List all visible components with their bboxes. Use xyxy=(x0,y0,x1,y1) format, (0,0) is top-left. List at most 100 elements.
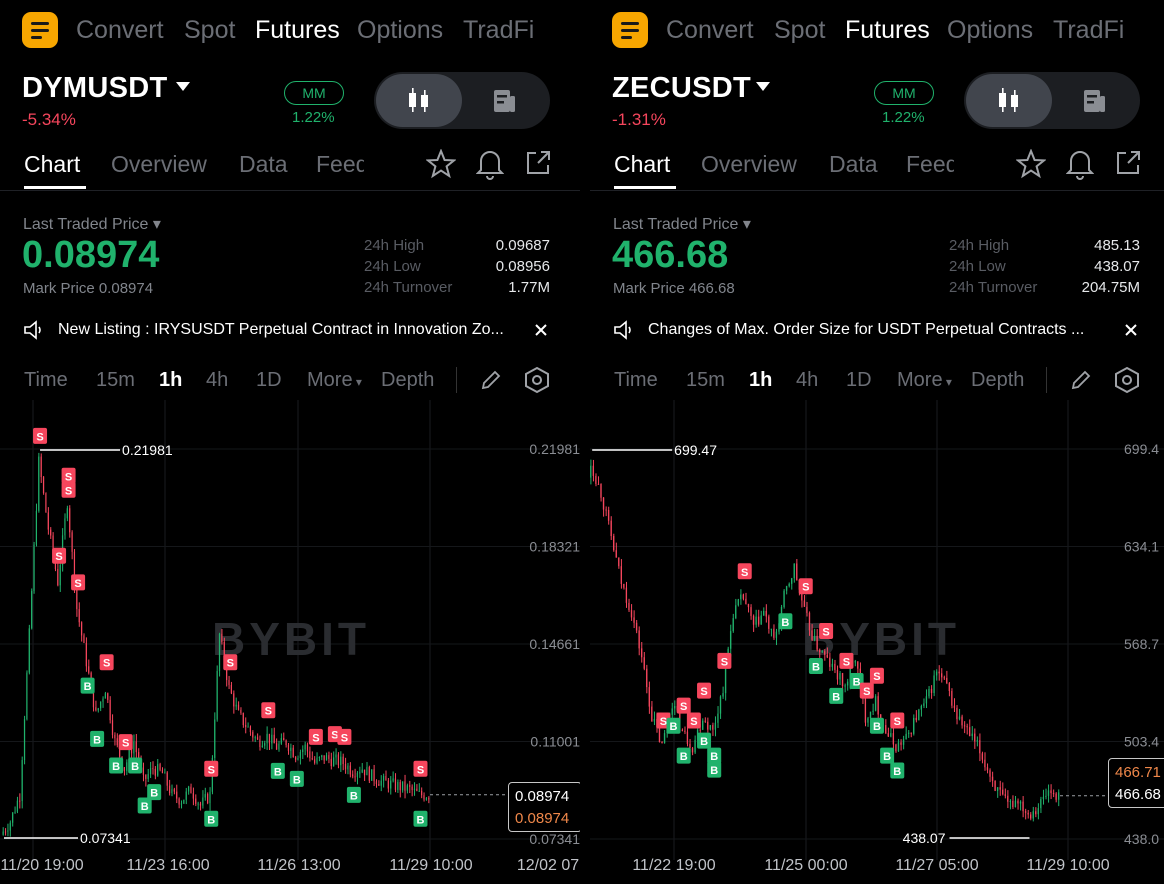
last-price-label[interactable]: Last Traded Price ▾ xyxy=(613,216,751,233)
tab-feed[interactable]: Feed xyxy=(316,151,364,177)
candle xyxy=(681,729,684,731)
nav-futures[interactable]: Futures xyxy=(255,16,340,44)
candles-icon xyxy=(409,88,428,112)
candle xyxy=(192,793,194,799)
tab-overview[interactable]: Overview xyxy=(111,151,207,177)
tab-feed[interactable]: Feed xyxy=(906,151,954,177)
nav-spot[interactable]: Spot xyxy=(184,16,236,44)
tab-data[interactable]: Data xyxy=(829,151,878,177)
trade-marker-sell xyxy=(869,667,884,684)
symbol-name[interactable]: ZECUSDT xyxy=(612,72,752,104)
settings-icon[interactable] xyxy=(1113,366,1141,394)
tab-chart[interactable]: Chart xyxy=(24,151,81,177)
min-price-label: 438.07 xyxy=(903,830,946,846)
candle xyxy=(699,729,701,731)
price-chart[interactable]: 699.4 634.1 568.7 503.4 438.0 BYBIT 699.47 438.… xyxy=(590,400,1164,884)
candle xyxy=(785,586,788,591)
candle xyxy=(686,731,689,744)
trade-marker-sell xyxy=(71,574,86,591)
timeframe-depth[interactable]: Depth xyxy=(381,369,435,391)
symbol-name[interactable]: DYMUSDT xyxy=(22,72,168,104)
candle xyxy=(869,711,872,719)
candle xyxy=(826,654,828,658)
share-icon[interactable] xyxy=(1114,149,1142,177)
trade-marker-sell xyxy=(99,654,114,671)
price-chart[interactable]: 0.21981 0.18321 0.14661 0.11001 0.07341 BYBIT… xyxy=(0,400,580,884)
candle xyxy=(330,758,332,767)
timeframe-15m[interactable]: 15m xyxy=(686,369,725,391)
timeframe-more[interactable]: More ▾ xyxy=(897,369,952,391)
nav-tradfi[interactable]: TradFi xyxy=(1053,16,1125,44)
candle xyxy=(867,718,869,723)
share-icon[interactable] xyxy=(524,149,552,177)
bell-icon[interactable] xyxy=(1066,148,1094,180)
view-toggle[interactable] xyxy=(374,72,550,129)
document-icon[interactable] xyxy=(1082,87,1108,115)
announcement-text[interactable]: New Listing : IRYSUSDT Perpetual Contrac… xyxy=(58,321,504,338)
nav-convert[interactable]: Convert xyxy=(76,16,164,44)
bybit-menu-icon[interactable] xyxy=(612,12,648,48)
candle xyxy=(808,612,811,631)
timeframe-4h[interactable]: 4h xyxy=(796,369,819,391)
timeframe-1h[interactable]: 1h xyxy=(749,369,773,391)
document-icon[interactable] xyxy=(492,87,518,115)
timeframe-1d[interactable]: 1D xyxy=(256,369,282,391)
watermark: BYBIT xyxy=(802,613,960,665)
candle xyxy=(648,687,650,707)
star-icon[interactable] xyxy=(426,149,456,179)
toggle-chart-active[interactable] xyxy=(966,74,1052,127)
trade-marker-buy xyxy=(289,770,304,787)
view-toggle[interactable] xyxy=(964,72,1140,129)
chevron-down-icon[interactable] xyxy=(756,82,770,92)
nav-convert[interactable]: Convert xyxy=(666,16,754,44)
current-price-mark: 466.71 xyxy=(1115,764,1161,781)
pencil-icon[interactable] xyxy=(1069,368,1093,392)
candle xyxy=(1040,799,1042,809)
candle xyxy=(47,512,49,530)
star-icon[interactable] xyxy=(1016,149,1046,179)
announcement-text[interactable]: Changes of Max. Order Size for USDT Perp… xyxy=(648,321,1085,338)
toggle-chart-active[interactable] xyxy=(376,74,462,127)
candle xyxy=(142,767,144,775)
mm-badge[interactable]: MM xyxy=(874,81,934,105)
mm-badge[interactable]: MM xyxy=(284,81,344,105)
tab-data[interactable]: Data xyxy=(239,151,288,177)
timeframe-time[interactable]: Time xyxy=(614,369,658,391)
candle xyxy=(902,739,905,745)
timeframe-15m[interactable]: 15m xyxy=(96,369,135,391)
candle xyxy=(981,753,984,760)
stat-label: 24h Turnover xyxy=(364,279,453,296)
pencil-icon[interactable] xyxy=(479,368,503,392)
timeframe-4h[interactable]: 4h xyxy=(206,369,229,391)
close-icon[interactable] xyxy=(1124,323,1138,337)
candle xyxy=(126,762,128,771)
tab-overview[interactable]: Overview xyxy=(701,151,797,177)
timeframe-depth[interactable]: Depth xyxy=(971,369,1025,391)
trade-marker-sell xyxy=(676,697,691,714)
timeframe-time[interactable]: Time xyxy=(24,369,68,391)
tab-chart[interactable]: Chart xyxy=(614,151,671,177)
candle xyxy=(116,738,118,746)
timeframe-1h[interactable]: 1h xyxy=(159,369,183,391)
candle xyxy=(292,747,294,758)
chevron-down-icon[interactable] xyxy=(176,82,190,92)
candle xyxy=(38,456,40,511)
settings-icon[interactable] xyxy=(523,366,551,394)
close-icon[interactable] xyxy=(534,323,548,337)
trade-marker-label: B xyxy=(853,676,861,688)
timeframe-1d[interactable]: 1D xyxy=(846,369,872,391)
candle xyxy=(97,708,99,711)
nav-futures[interactable]: Futures xyxy=(845,16,930,44)
trade-marker-sell xyxy=(737,563,752,580)
last-price-label[interactable]: Last Traded Price ▾ xyxy=(23,216,161,233)
nav-spot[interactable]: Spot xyxy=(774,16,826,44)
timeframe-more[interactable]: More ▾ xyxy=(307,369,362,391)
nav-options[interactable]: Options xyxy=(947,16,1034,44)
nav-tradfi[interactable]: TradFi xyxy=(463,16,535,44)
nav-options[interactable]: Options xyxy=(357,16,444,44)
candle xyxy=(344,764,347,770)
candle xyxy=(684,730,686,732)
bybit-menu-icon[interactable] xyxy=(22,12,58,48)
bell-icon[interactable] xyxy=(476,148,504,180)
candle xyxy=(164,772,166,774)
